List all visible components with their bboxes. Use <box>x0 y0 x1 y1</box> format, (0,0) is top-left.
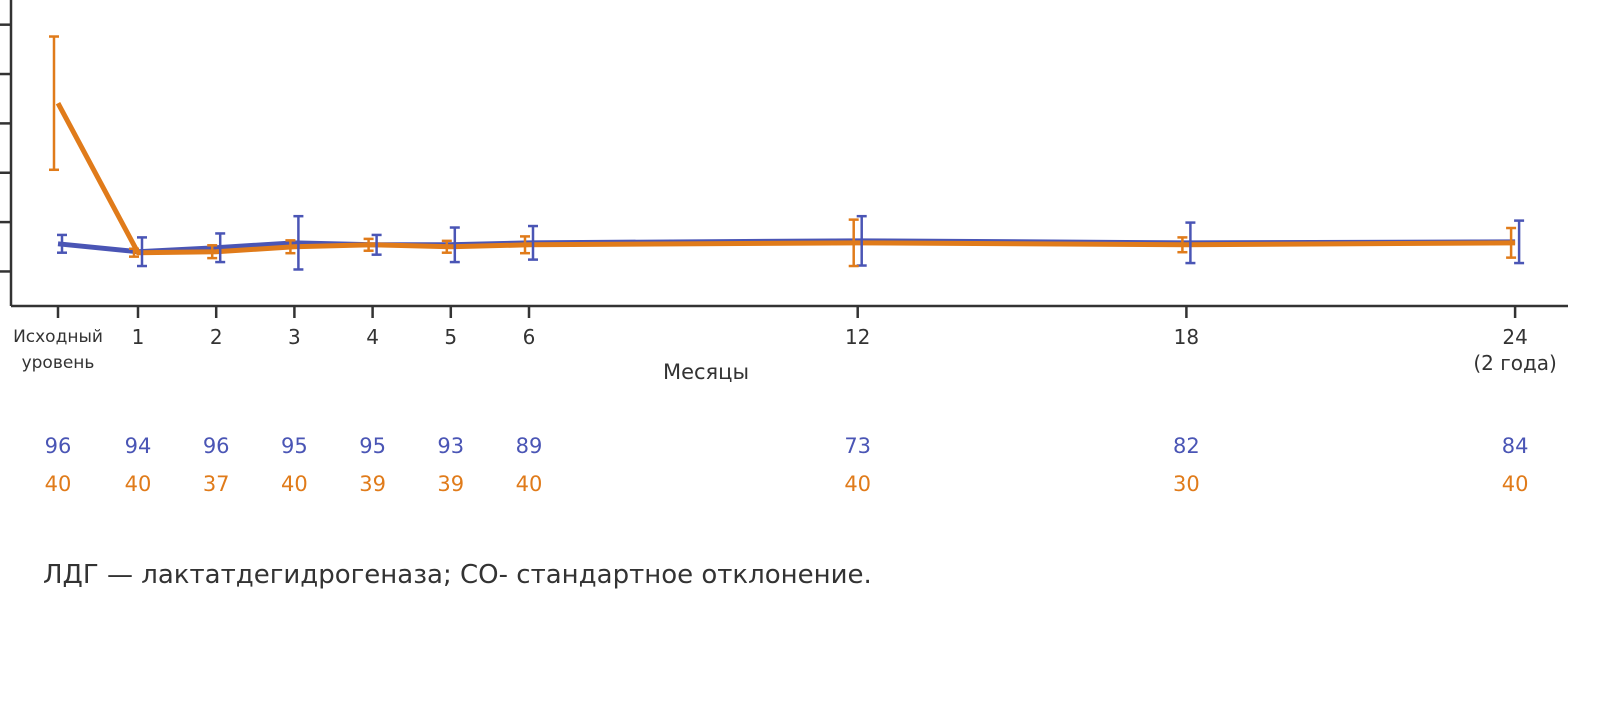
error-bar <box>528 224 538 261</box>
error-bar <box>371 233 382 256</box>
error-bar <box>1177 236 1188 254</box>
series-line <box>55 101 1516 256</box>
n-count: 40 <box>44 472 72 496</box>
n-count: 96 <box>44 434 72 458</box>
x-tick-label: 1 <box>131 325 145 349</box>
error-bar <box>49 35 59 172</box>
n-count: 39 <box>359 472 386 496</box>
n-count: 30 <box>1173 472 1200 496</box>
error-bar <box>441 239 452 254</box>
x-tick-label: 6 <box>522 325 536 349</box>
x-tick-label: 5 <box>444 325 458 349</box>
n-count: 93 <box>437 434 465 458</box>
error-bar <box>1185 221 1196 265</box>
n-count: 40 <box>1501 472 1529 496</box>
x-axis-label: Месяцы <box>662 360 750 384</box>
error-bar <box>1506 226 1517 259</box>
n-count: 40 <box>844 472 872 496</box>
n-count: 40 <box>515 472 543 496</box>
error-bar <box>285 239 296 255</box>
n-count: 40 <box>124 472 152 496</box>
error-bar <box>848 218 859 268</box>
error-bar <box>293 214 304 271</box>
x-tick-label: Исходный уровень <box>13 327 103 373</box>
error-bar <box>57 233 67 254</box>
n-count: 95 <box>359 434 386 458</box>
error-bar <box>207 244 218 260</box>
error-bar <box>215 232 226 264</box>
error-bar <box>520 235 530 255</box>
x-tick-label: 3 <box>288 325 301 349</box>
footnote: ЛДГ — лактатдегидрогеназа; СО- стандартн… <box>43 560 872 590</box>
error-bar <box>363 237 374 252</box>
n-count: 95 <box>281 434 308 458</box>
chart <box>0 0 1568 318</box>
n-count: 96 <box>202 434 230 458</box>
n-count: 37 <box>202 472 230 496</box>
n-count: 89 <box>515 434 543 458</box>
x-tick-label: 4 <box>366 325 379 349</box>
n-count: 84 <box>1501 434 1529 458</box>
n-count: 39 <box>437 472 465 496</box>
error-bar <box>137 236 147 268</box>
n-count: 73 <box>844 434 872 458</box>
error-bar <box>1514 219 1525 265</box>
x-tick-label: 24 (2 года) <box>1473 325 1557 375</box>
n-count: 82 <box>1173 434 1200 458</box>
x-tick-label: 12 <box>844 325 871 349</box>
n-count: 94 <box>124 434 152 458</box>
n-count: 40 <box>281 472 308 496</box>
x-tick-label: 18 <box>1173 325 1200 349</box>
error-bar <box>449 226 460 264</box>
error-bar <box>129 247 139 258</box>
x-tick-label: 2 <box>209 325 223 349</box>
